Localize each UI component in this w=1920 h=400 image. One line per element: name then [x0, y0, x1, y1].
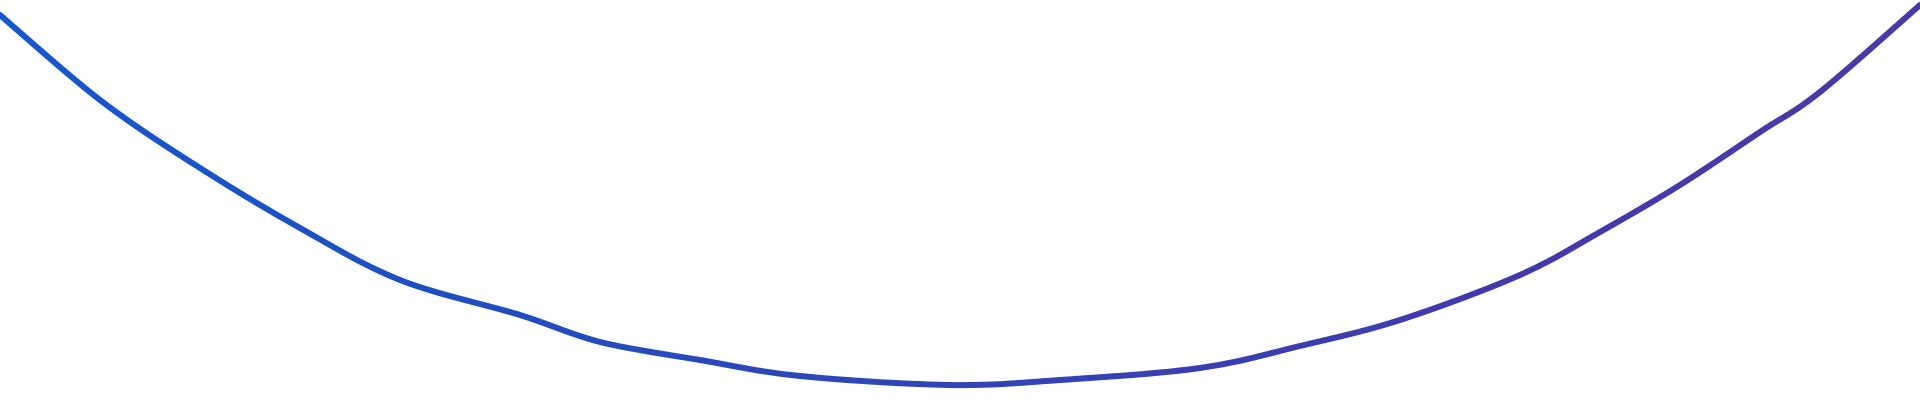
arc-curve-line	[0, 2, 1920, 389]
